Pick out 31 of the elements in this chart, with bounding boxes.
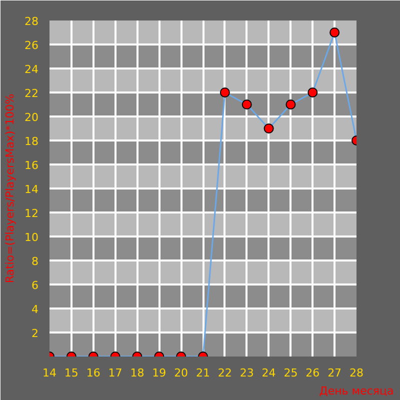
x-tick-label: 24 <box>262 366 276 380</box>
y-tick-label: 28 <box>24 15 39 28</box>
x-tick-label: 19 <box>152 366 166 380</box>
y-tick-label: 16 <box>24 159 39 172</box>
x-tick-label: 28 <box>350 366 364 380</box>
x-tick-label: 14 <box>42 366 56 380</box>
y-tick-label: 22 <box>24 87 39 100</box>
y-tick-label: 24 <box>24 63 39 76</box>
y-tick-label: 8 <box>32 255 38 268</box>
x-tick-label: 21 <box>196 366 210 380</box>
x-tick-label: 16 <box>86 366 100 380</box>
x-tick-label: 26 <box>306 366 320 380</box>
x-axis-title: День месяца <box>319 384 394 398</box>
y-tick-label: 20 <box>24 111 39 124</box>
x-tick-label: 20 <box>174 366 188 380</box>
x-tick-label: 23 <box>240 366 254 380</box>
y-tick-label: 14 <box>24 183 39 196</box>
x-tick-label: 18 <box>130 366 144 380</box>
y-tick-label: 12 <box>24 207 39 220</box>
x-tick-label: 22 <box>218 366 232 380</box>
x-tick-label: 25 <box>284 366 298 380</box>
x-tick-label: 27 <box>328 366 342 380</box>
y-tick-label: 4 <box>32 303 38 316</box>
y-tick-label: 10 <box>24 231 39 244</box>
y-tick-label: 26 <box>24 39 39 52</box>
y-tick-label: 18 <box>24 135 39 148</box>
y-tick-label: 6 <box>32 279 38 292</box>
x-tick-label: 15 <box>64 366 78 380</box>
y-axis-title: Ratio=(Players/PlayersMax)*100% <box>4 94 17 284</box>
y-tick-label: 2 <box>32 327 38 340</box>
x-tick-label: 17 <box>108 366 122 380</box>
